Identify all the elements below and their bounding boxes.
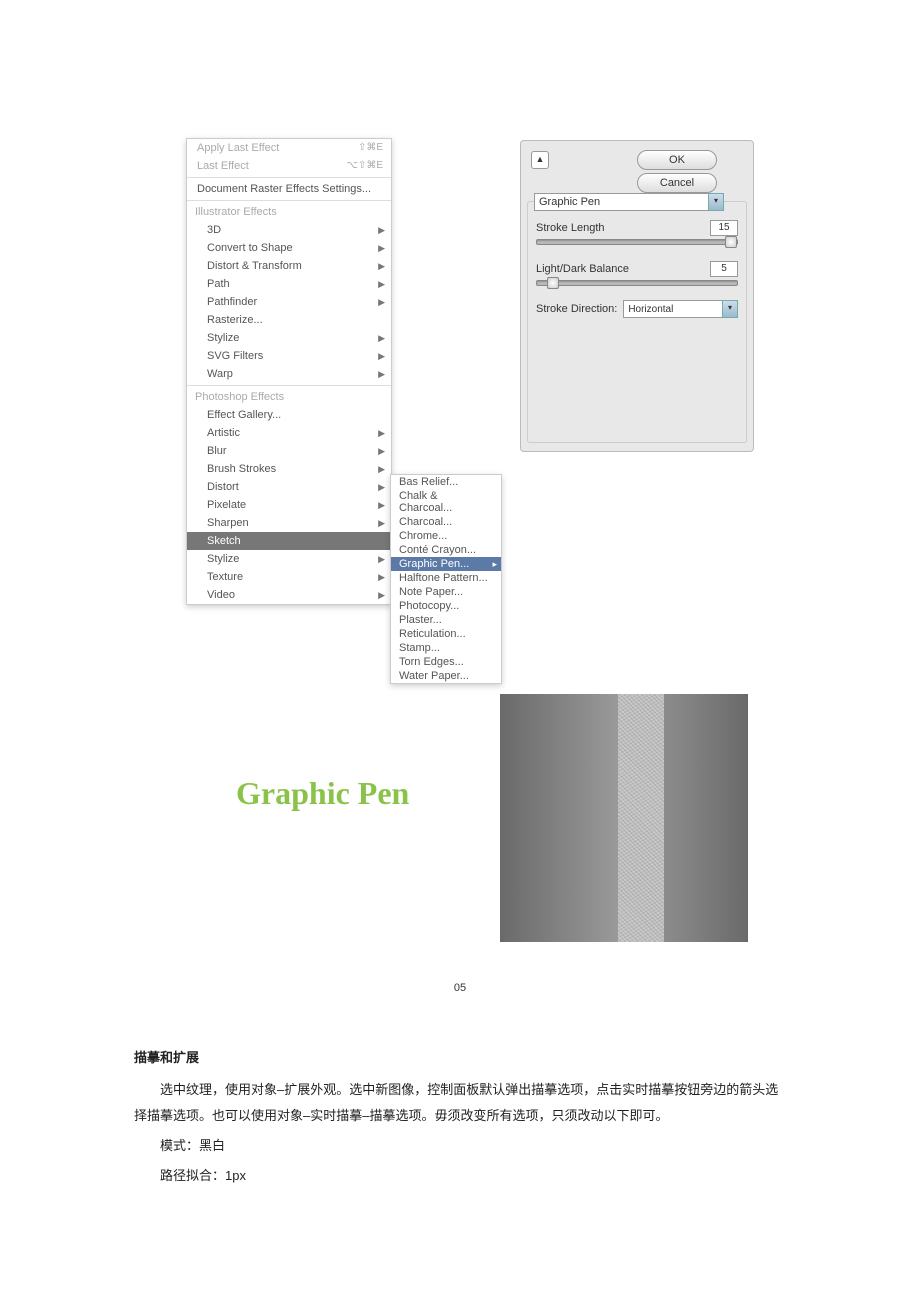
submenu-arrow-icon: ▶ (378, 500, 385, 511)
submenu-item[interactable]: Note Paper... (391, 585, 501, 599)
separator (187, 385, 391, 386)
submenu-item[interactable]: Charcoal... (391, 515, 501, 529)
effect-preview (500, 694, 748, 942)
submenu-arrow-icon: ▶ (378, 518, 385, 529)
menu-item[interactable]: Effect Gallery... (187, 406, 391, 424)
submenu-arrow-icon: ▶ (378, 428, 385, 439)
stroke-length-slider[interactable] (536, 239, 738, 245)
menu-item[interactable]: Brush Strokes▶ (187, 460, 391, 478)
menu-item[interactable]: Pixelate▶ (187, 496, 391, 514)
menu-last-effect[interactable]: Last Effect ⌥⇧⌘E (187, 157, 391, 175)
submenu-item[interactable]: Graphic Pen...▸ (391, 557, 501, 571)
submenu-item[interactable]: Stamp... (391, 641, 501, 655)
light-dark-slider[interactable] (536, 280, 738, 286)
menu-item[interactable]: Distort▶ (187, 478, 391, 496)
submenu-item[interactable]: Conté Crayon... (391, 543, 501, 557)
submenu-arrow-icon: ▶ (378, 572, 385, 583)
menu-apply-last[interactable]: Apply Last Effect ⇧⌘E (187, 139, 391, 157)
submenu-arrow-icon: ▶ (378, 554, 385, 565)
separator (187, 177, 391, 178)
submenu-item[interactable]: Plaster... (391, 613, 501, 627)
menu-item[interactable]: Video▶ (187, 586, 391, 604)
filter-options-panel: ▲ OK Cancel Graphic Pen ▾ Stroke Length … (520, 140, 754, 452)
article-heading: 描摹和扩展 (134, 1045, 786, 1071)
menu-item[interactable]: Texture▶ (187, 568, 391, 586)
dropdown-icon: ▾ (708, 193, 724, 211)
menu-item[interactable]: Stylize▶ (187, 329, 391, 347)
submenu-item[interactable]: Reticulation... (391, 627, 501, 641)
photoshop-effects-header: Photoshop Effects (187, 388, 391, 406)
stroke-length-input[interactable]: 15 (710, 220, 738, 236)
submenu-arrow-icon: ▶ (378, 225, 385, 236)
submenu-item[interactable]: Torn Edges... (391, 655, 501, 669)
article-p2: 模式：黑白 (134, 1133, 786, 1159)
filter-name: Graphic Pen (539, 196, 600, 208)
stroke-direction-label: Stroke Direction: (536, 303, 617, 315)
menu-doc-raster[interactable]: Document Raster Effects Settings... (187, 180, 391, 198)
submenu-arrow-icon: ▶ (378, 482, 385, 493)
menu-item[interactable]: Artistic▶ (187, 424, 391, 442)
submenu-arrow-icon: ▶ (378, 351, 385, 362)
submenu-arrow-icon: ▶ (378, 261, 385, 272)
submenu-arrow-icon: ▶ (378, 590, 385, 601)
dropdown-icon: ▾ (722, 300, 738, 318)
direction-value: Horizontal (628, 304, 673, 315)
submenu-arrow-icon: ▶ (378, 446, 385, 457)
cancel-button[interactable]: Cancel (637, 173, 717, 193)
submenu-item[interactable]: Water Paper... (391, 669, 501, 683)
filter-fieldset: Graphic Pen ▾ Stroke Length 15 Light/Dar… (527, 201, 747, 443)
page-number: 05 (0, 982, 920, 994)
menu-item[interactable]: Convert to Shape▶ (187, 239, 391, 257)
menu-item[interactable]: Sketch▶ (187, 532, 391, 550)
menu-item[interactable]: SVG Filters▶ (187, 347, 391, 365)
menu-item[interactable]: Blur▶ (187, 442, 391, 460)
collapse-button[interactable]: ▲ (531, 151, 549, 169)
stroke-direction-select[interactable]: Horizontal ▾ (623, 300, 738, 318)
illustrator-effects-header: Illustrator Effects (187, 203, 391, 221)
separator (187, 200, 391, 201)
menu-item[interactable]: Rasterize... (187, 311, 391, 329)
menu-item[interactable]: Pathfinder▶ (187, 293, 391, 311)
slider-thumb[interactable] (725, 236, 737, 248)
menu-label: Document Raster Effects Settings... (197, 183, 371, 195)
submenu-item[interactable]: Chalk & Charcoal... (391, 489, 501, 515)
article-p1: 选中纹理，使用对象–扩展外观。选中新图像，控制面板默认弹出描摹选项，点击实时描摹… (134, 1077, 786, 1129)
menu-item[interactable]: 3D▶ (187, 221, 391, 239)
filter-select[interactable]: Graphic Pen ▾ (534, 193, 724, 211)
effects-menu: Apply Last Effect ⇧⌘E Last Effect ⌥⇧⌘E D… (186, 138, 392, 605)
submenu-item[interactable]: Bas Relief... (391, 475, 501, 489)
submenu-arrow-icon: ▶ (378, 297, 385, 308)
submenu-arrow-icon: ▶ (378, 243, 385, 254)
submenu-arrow-icon: ▶ (378, 536, 385, 547)
submenu-arrow-icon: ▶ (378, 464, 385, 475)
menu-item[interactable]: Sharpen▶ (187, 514, 391, 532)
submenu-arrow-icon: ▶ (378, 369, 385, 380)
sketch-submenu: Bas Relief...Chalk & Charcoal...Charcoal… (390, 474, 502, 684)
menu-item[interactable]: Distort & Transform▶ (187, 257, 391, 275)
light-dark-label: Light/Dark Balance (536, 263, 629, 275)
article-p3: 路径拟合：1px (134, 1163, 786, 1189)
menu-item[interactable]: Stylize▶ (187, 550, 391, 568)
submenu-item[interactable]: Chrome... (391, 529, 501, 543)
menu-item[interactable]: Path▶ (187, 275, 391, 293)
menu-item[interactable]: Warp▶ (187, 365, 391, 383)
stroke-length-label: Stroke Length (536, 222, 605, 234)
ok-button[interactable]: OK (637, 150, 717, 170)
menu-label: Apply Last Effect (197, 142, 279, 154)
shortcut: ⇧⌘E (358, 142, 383, 153)
light-dark-input[interactable]: 5 (710, 261, 738, 277)
slider-thumb[interactable] (547, 277, 559, 289)
submenu-item[interactable]: Halftone Pattern... (391, 571, 501, 585)
graphic-pen-title: Graphic Pen (236, 775, 409, 812)
submenu-item[interactable]: Photocopy... (391, 599, 501, 613)
preview-texture-strip (618, 694, 664, 942)
shortcut: ⌥⇧⌘E (346, 160, 383, 171)
submenu-arrow-icon: ▶ (378, 279, 385, 290)
submenu-arrow-icon: ▶ (378, 333, 385, 344)
menu-label: Last Effect (197, 160, 249, 172)
article-text: 描摹和扩展 选中纹理，使用对象–扩展外观。选中新图像，控制面板默认弹出描摹选项，… (134, 1045, 786, 1193)
cursor-icon: ▸ (492, 559, 497, 570)
